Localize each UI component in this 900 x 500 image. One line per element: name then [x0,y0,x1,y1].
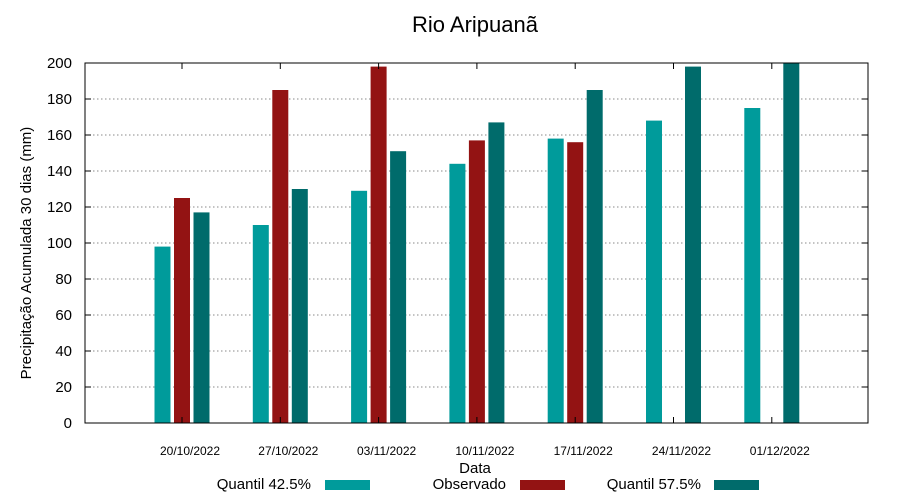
x-tick-label: 10/11/2022 [455,444,514,458]
y-tick-label: 80 [55,271,72,288]
y-tick-label: 40 [55,343,72,360]
legend-swatch [325,480,370,490]
bar [783,63,800,423]
bar [174,198,190,423]
legend-swatch [520,480,565,490]
bar [744,108,761,423]
x-tick-label: 27/10/2022 [258,444,318,458]
bar [390,151,407,423]
y-axis-label: Precipitação Acumulada 30 dias (mm) [18,127,35,380]
x-tick-label: 20/10/2022 [160,444,220,458]
y-tick-label: 0 [64,415,72,432]
bar [193,212,210,423]
bar [567,142,584,423]
bar [449,163,466,424]
bar [351,190,368,423]
y-tick-label: 180 [47,91,72,108]
bar [488,122,505,424]
y-tick-label: 140 [47,163,72,180]
y-tick-label: 100 [47,235,72,252]
bar [646,120,662,423]
legend-label: Observado [433,476,506,493]
bar [370,66,387,423]
bar [685,66,701,423]
x-tick-label: 24/11/2022 [652,444,711,458]
bars [154,63,800,424]
x-axis: 20/10/2022 27/10/2022 03/11/2022 10/11/2022… [160,63,810,458]
y-tick-label: 200 [47,55,72,72]
bar [252,225,269,423]
x-axis-label: Data [459,460,491,477]
legend-label: Quantil 42.5% [217,476,311,493]
x-tick-label: 17/11/2022 [554,444,613,458]
bar [291,189,308,423]
y-tick-label: 160 [47,127,72,144]
bar [586,90,603,423]
bar [154,246,171,423]
bar [272,90,289,423]
x-tick-label: 01/12/2022 [750,444,810,458]
bar [547,138,564,423]
legend-label: Quantil 57.5% [607,476,701,493]
y-tick-label: 120 [47,199,72,216]
bar [468,140,485,423]
grid-lines [85,98,868,388]
chart-title: Rio Aripuanã [412,12,539,37]
x-tick-label: 03/11/2022 [357,444,416,458]
y-tick-label: 60 [55,307,72,324]
y-axis: 0 20 40 60 80 100 120 140 160 180 200 [47,55,868,432]
legend-swatch [714,480,759,490]
legend: Quantil 42.5% Observado Quantil 57.5% [217,476,759,493]
y-tick-label: 20 [55,379,72,396]
